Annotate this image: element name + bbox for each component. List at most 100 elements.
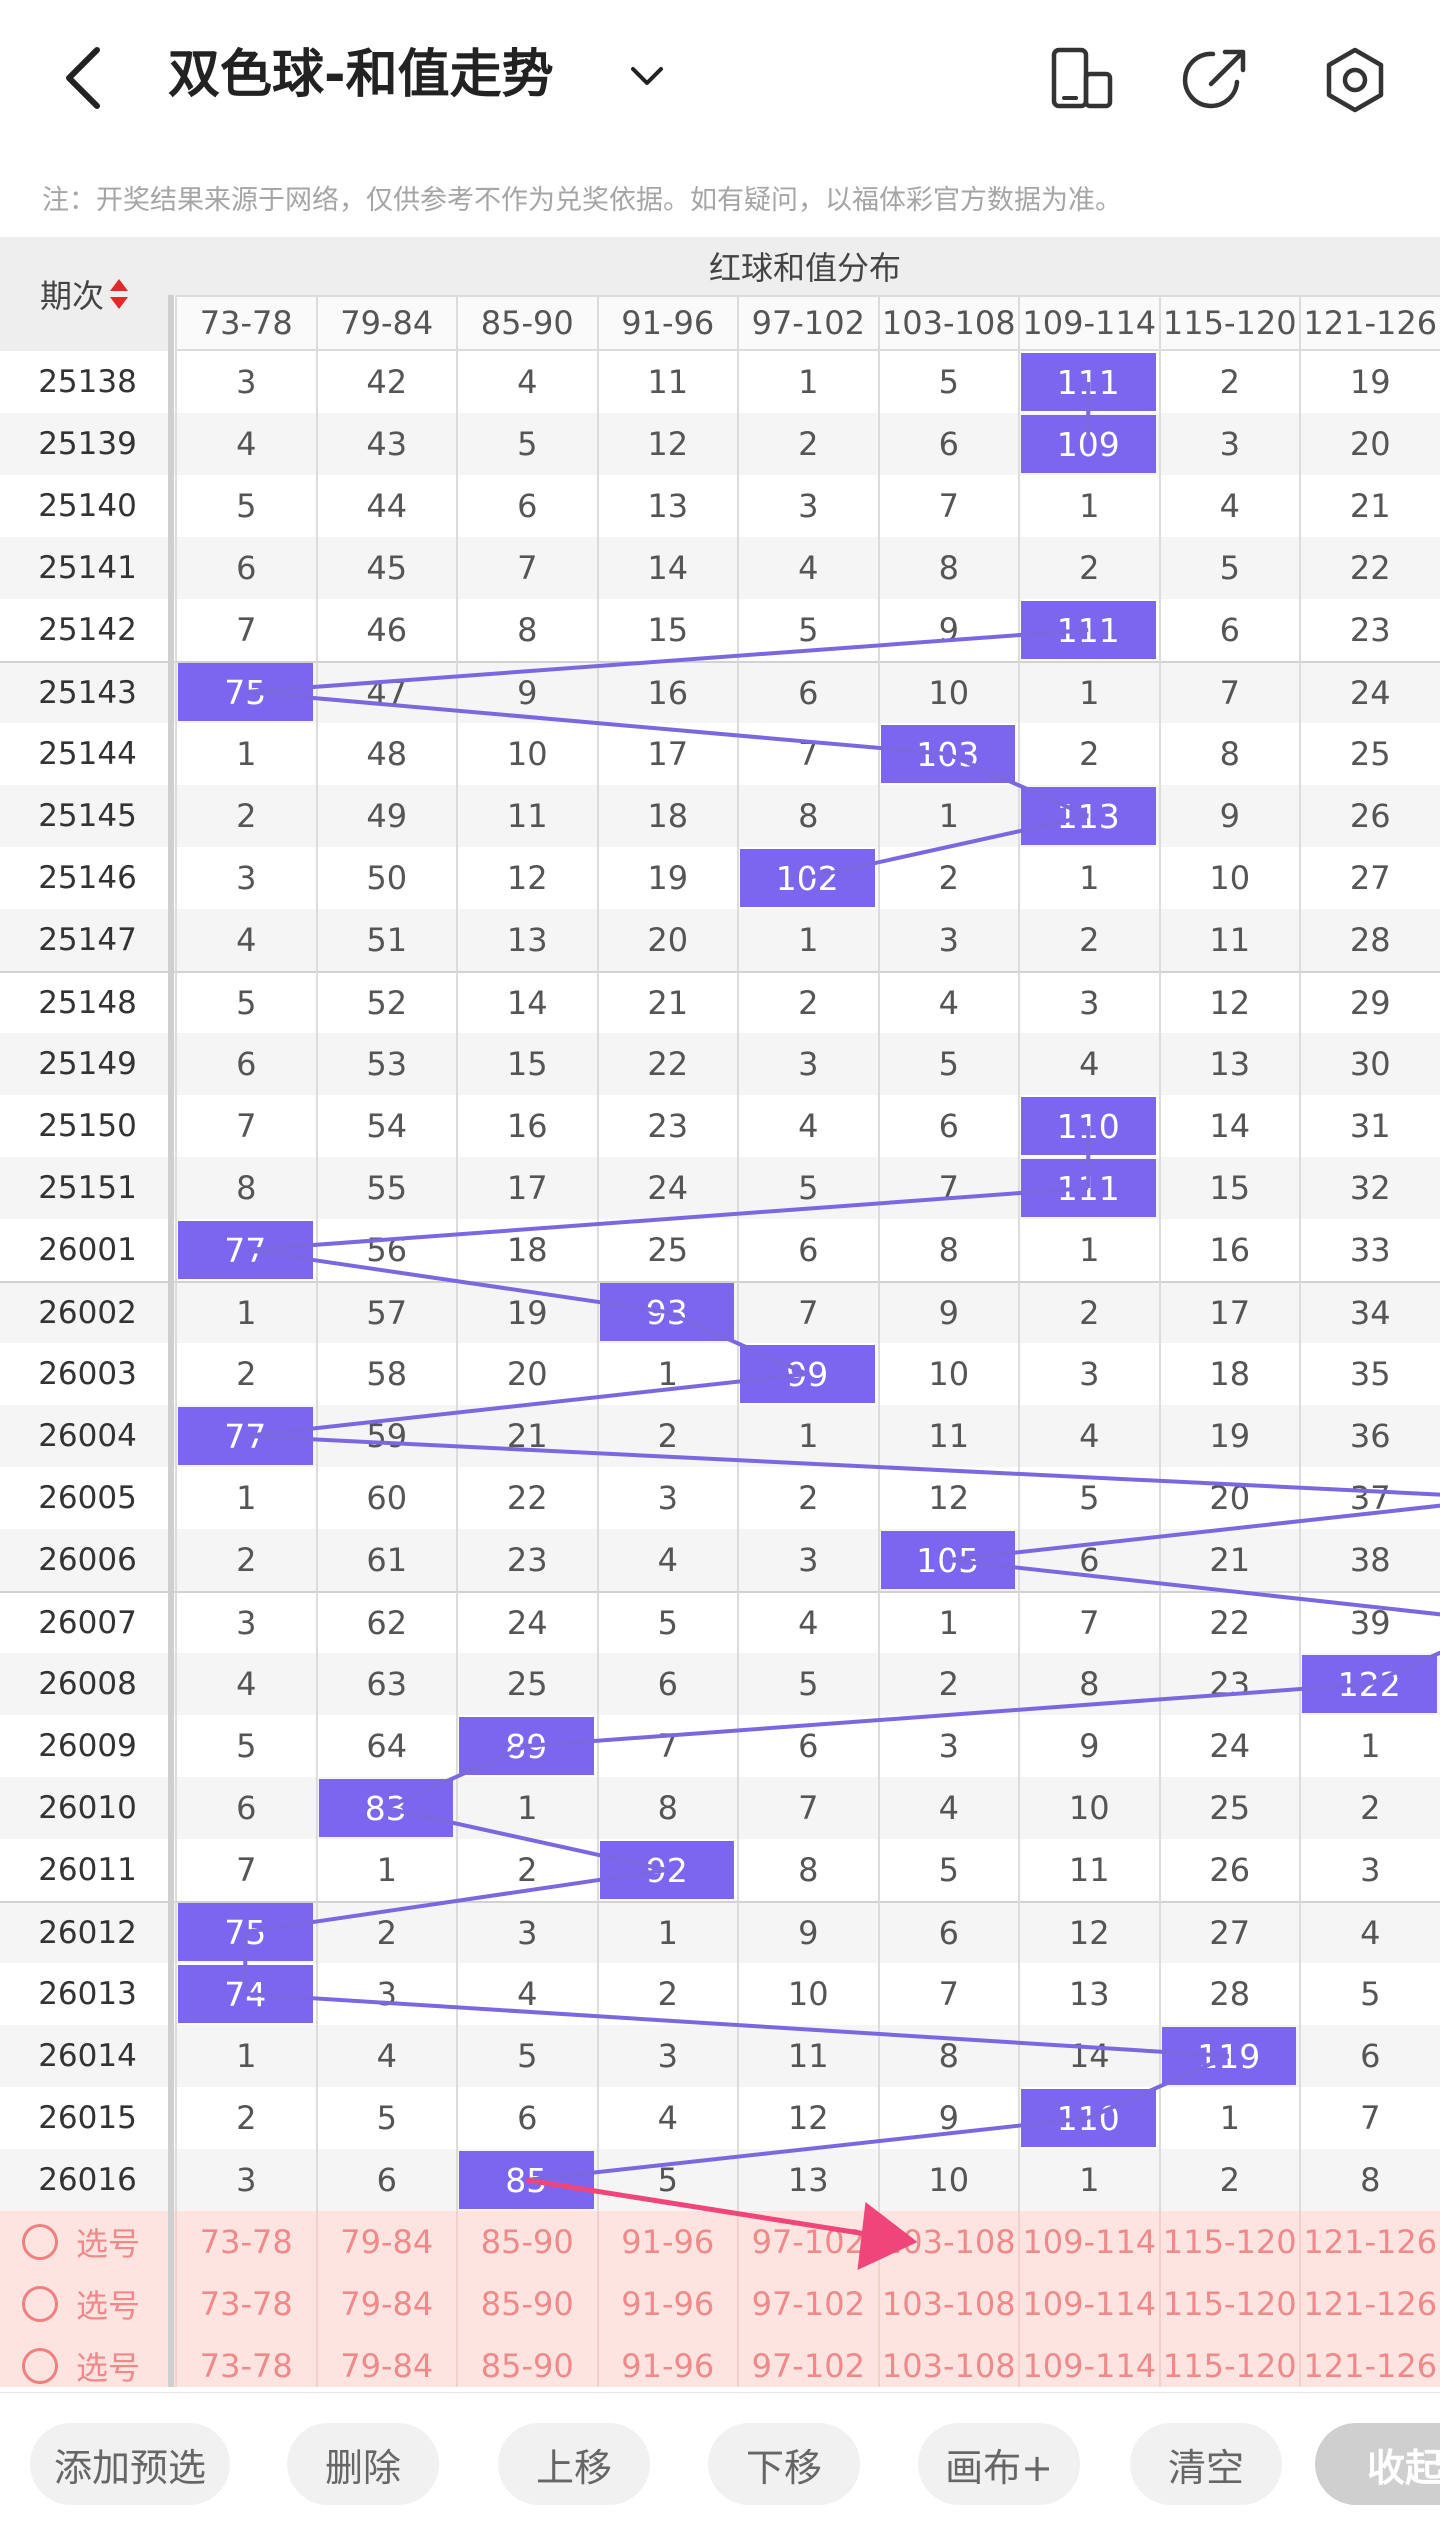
trend-cell[interactable]: 1 [175, 1281, 316, 1343]
trend-cell[interactable]: 5 [877, 351, 1018, 413]
select-cell[interactable]: 121-126 [1299, 2273, 1440, 2335]
back-button[interactable] [55, 38, 115, 118]
hit-cell[interactable]: 99 [740, 1345, 875, 1403]
trend-cell[interactable]: 4 [1018, 1405, 1159, 1467]
trend-cell[interactable]: 1 [596, 1343, 737, 1405]
trend-cell[interactable]: 7 [175, 1095, 316, 1157]
trend-cell[interactable]: 22 [596, 1033, 737, 1095]
hit-cell[interactable]: 89 [459, 1717, 594, 1775]
trend-cell[interactable]: 5 [1018, 1467, 1159, 1529]
trend-cell[interactable]: 13 [1158, 1033, 1299, 1095]
trend-cell[interactable]: 2 [1018, 1281, 1159, 1343]
hit-cell[interactable]: 111 [1021, 1159, 1156, 1217]
trend-cell[interactable]: 4 [456, 351, 597, 413]
trend-cell[interactable]: 12 [456, 847, 597, 909]
trend-cell[interactable]: 3 [596, 2025, 737, 2087]
trend-cell[interactable]: 11 [877, 1405, 1018, 1467]
trend-cell[interactable]: 6 [456, 2087, 597, 2149]
trend-cell[interactable]: 8 [1299, 2149, 1440, 2211]
trend-cell[interactable]: 7 [175, 1839, 316, 1901]
trend-cell[interactable]: 10 [877, 2149, 1018, 2211]
trend-cell[interactable]: 7 [877, 475, 1018, 537]
trend-cell[interactable]: 1 [1018, 2149, 1159, 2211]
settings-button[interactable] [1315, 40, 1395, 120]
trend-cell[interactable]: 8 [596, 1777, 737, 1839]
hit-cell[interactable]: 77 [178, 1407, 313, 1465]
trend-cell[interactable]: 10 [877, 1343, 1018, 1405]
trend-cell[interactable]: 1 [1018, 1219, 1159, 1281]
trend-cell[interactable]: 25 [596, 1219, 737, 1281]
trend-cell[interactable]: 1 [737, 351, 878, 413]
trend-cell[interactable]: 1 [456, 1777, 597, 1839]
select-cell[interactable]: 121-126 [1299, 2335, 1440, 2387]
trend-cell[interactable]: 20 [456, 1343, 597, 1405]
trend-cell[interactable]: 4 [315, 2025, 456, 2087]
trend-cell[interactable]: 6 [1018, 1529, 1159, 1591]
trend-cell[interactable]: 4 [877, 1777, 1018, 1839]
trend-cell[interactable]: 22 [1158, 1591, 1299, 1653]
trend-cell[interactable]: 1 [737, 909, 878, 971]
trend-cell[interactable]: 31 [1299, 1095, 1440, 1157]
trend-cell[interactable]: 6 [877, 413, 1018, 475]
trend-cell[interactable]: 2 [175, 1343, 316, 1405]
select-cell[interactable]: 85-90 [456, 2335, 597, 2387]
trend-cell[interactable]: 62 [315, 1591, 456, 1653]
trend-cell[interactable]: 6 [877, 1901, 1018, 1963]
select-cell[interactable]: 109-114 [1018, 2335, 1159, 2387]
trend-cell[interactable]: 1 [315, 1839, 456, 1901]
trend-cell[interactable]: 23 [1299, 599, 1440, 661]
select-cell[interactable]: 79-84 [315, 2335, 456, 2387]
trend-cell[interactable]: 1 [175, 723, 316, 785]
select-cell[interactable]: 91-96 [596, 2273, 737, 2335]
trend-cell[interactable]: 17 [596, 723, 737, 785]
trend-cell[interactable]: 3 [737, 475, 878, 537]
trend-cell[interactable]: 19 [456, 1281, 597, 1343]
period-header[interactable]: 期次 [0, 237, 170, 351]
trend-cell[interactable]: 3 [1018, 1343, 1159, 1405]
trend-cell[interactable]: 4 [175, 1653, 316, 1715]
trend-cell[interactable]: 21 [1299, 475, 1440, 537]
trend-cell[interactable]: 7 [737, 1777, 878, 1839]
trend-cell[interactable]: 2 [877, 847, 1018, 909]
trend-cell[interactable]: 28 [1158, 1963, 1299, 2025]
trend-cell[interactable]: 47 [315, 661, 456, 723]
trend-cell[interactable]: 2 [737, 413, 878, 475]
hit-cell[interactable]: 93 [599, 1283, 734, 1341]
trend-cell[interactable]: 1 [1158, 2087, 1299, 2149]
trend-cell[interactable]: 18 [456, 1219, 597, 1281]
trend-cell[interactable]: 2 [456, 1839, 597, 1901]
trend-cell[interactable]: 5 [877, 1033, 1018, 1095]
trend-cell[interactable]: 6 [1299, 2025, 1440, 2087]
trend-cell[interactable]: 3 [877, 909, 1018, 971]
trend-cell[interactable]: 36 [1299, 1405, 1440, 1467]
trend-cell[interactable]: 5 [456, 2025, 597, 2087]
trend-cell[interactable]: 11 [1018, 1839, 1159, 1901]
trend-cell[interactable]: 8 [737, 1839, 878, 1901]
select-cell[interactable]: 103-108 [877, 2273, 1018, 2335]
trend-cell[interactable]: 6 [175, 537, 316, 599]
select-cell[interactable]: 97-102 [737, 2335, 878, 2387]
radio-circle-icon[interactable] [22, 2286, 58, 2322]
trend-cell[interactable]: 2 [1299, 1777, 1440, 1839]
radio-circle-icon[interactable] [22, 2348, 58, 2384]
trend-cell[interactable]: 51 [315, 909, 456, 971]
page-title[interactable]: 双色球-和值走势 [168, 45, 554, 105]
trend-cell[interactable]: 10 [737, 1963, 878, 2025]
trend-cell[interactable]: 14 [596, 537, 737, 599]
trend-cell[interactable]: 45 [315, 537, 456, 599]
trend-cell[interactable]: 55 [315, 1157, 456, 1219]
trend-cell[interactable]: 9 [737, 1901, 878, 1963]
trend-cell[interactable]: 1 [1018, 847, 1159, 909]
trend-cell[interactable]: 16 [456, 1095, 597, 1157]
trend-cell[interactable]: 5 [315, 2087, 456, 2149]
trend-cell[interactable]: 12 [596, 413, 737, 475]
trend-cell[interactable]: 1 [1018, 661, 1159, 723]
trend-cell[interactable]: 5 [175, 475, 316, 537]
trend-cell[interactable]: 3 [877, 1715, 1018, 1777]
trend-cell[interactable]: 14 [1018, 2025, 1159, 2087]
trend-cell[interactable]: 5 [737, 599, 878, 661]
trend-cell[interactable]: 11 [456, 785, 597, 847]
trend-cell[interactable]: 20 [1158, 1467, 1299, 1529]
sort-icon[interactable] [108, 277, 130, 311]
trend-cell[interactable]: 8 [877, 537, 1018, 599]
